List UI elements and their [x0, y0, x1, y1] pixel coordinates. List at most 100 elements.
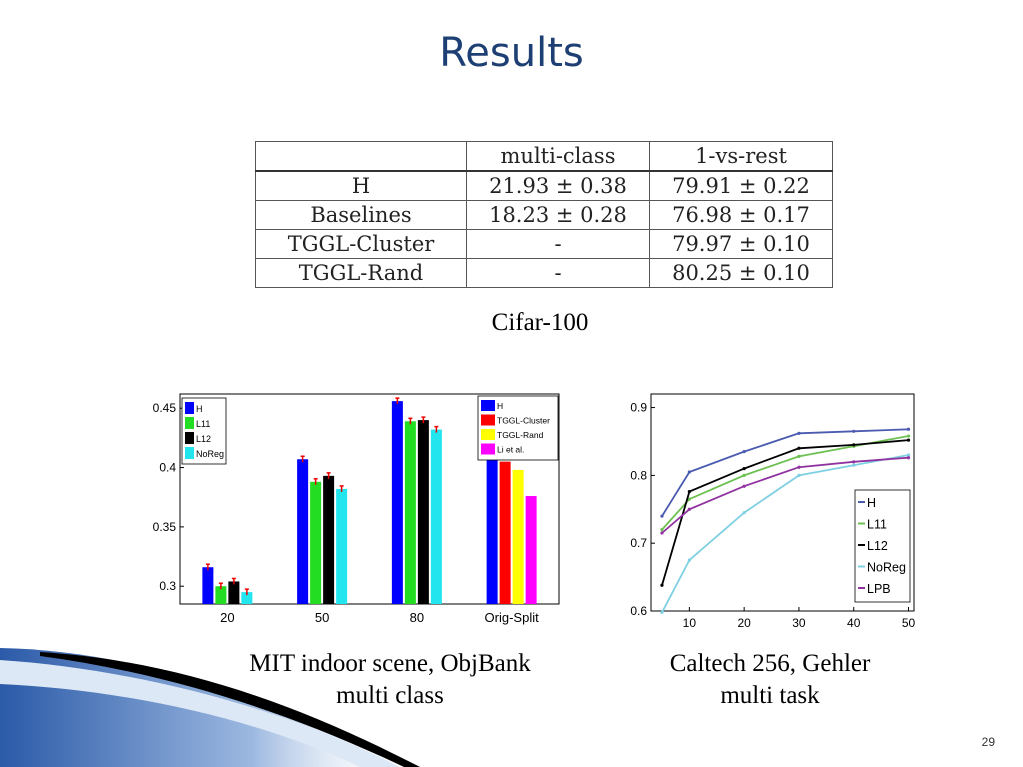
x-tick-label: 20 — [220, 610, 234, 625]
caltech-caption-line: multi task — [720, 682, 820, 709]
series-point — [797, 431, 801, 435]
table-cell: 79.97 ± 0.10 — [649, 229, 833, 259]
table-cell: TGGL-Cluster — [255, 229, 467, 259]
table-header-row: multi-class 1-vs-rest — [255, 141, 833, 172]
bar-l12 — [228, 581, 240, 604]
table-row: TGGL-Cluster - 79.97 ± 0.10 — [255, 229, 833, 259]
legend-swatch — [185, 402, 194, 414]
cifar-results-table: multi-class 1-vs-rest H 21.93 ± 0.38 79.… — [255, 141, 833, 288]
bar-l11 — [310, 481, 322, 604]
table-cell: 76.98 ± 0.17 — [649, 200, 833, 230]
table-cell: 80.25 ± 0.10 — [649, 258, 833, 288]
bar-l11 — [215, 586, 227, 604]
bar-l12 — [417, 420, 429, 604]
table-cell: 79.91 ± 0.22 — [649, 170, 833, 201]
series-point — [742, 450, 746, 454]
table-cell: Baselines — [255, 200, 467, 230]
caltech-caption-line: Caltech 256, Gehler — [669, 650, 871, 677]
series-point — [660, 531, 664, 535]
series-point — [906, 453, 911, 457]
bar-tggl-rand — [512, 469, 524, 604]
legend-swatch — [185, 432, 194, 444]
table-row: H 21.93 ± 0.38 79.91 ± 0.22 — [255, 170, 833, 201]
y-tick-label: 0.45 — [153, 401, 177, 415]
table-row: TGGL-Rand - 80.25 ± 0.10 — [255, 258, 833, 288]
x-tick-label: 10 — [683, 616, 697, 630]
legend: H L11 L12 NoReg LPB — [854, 489, 911, 603]
table-cell: 18.23 ± 0.28 — [466, 200, 650, 230]
bar-tggl-cluster — [499, 461, 511, 604]
series-point — [687, 490, 691, 494]
x-tick-label: Orig-Split — [485, 610, 540, 625]
series-point — [852, 443, 856, 447]
x-tick-label: 50 — [315, 610, 329, 625]
table-cell: 1-vs-rest — [649, 141, 833, 172]
bar-h — [297, 459, 309, 604]
table-cell: multi-class — [466, 141, 650, 172]
legend-swatch — [481, 414, 495, 426]
bar-noreg — [336, 488, 348, 604]
series-point — [742, 511, 746, 515]
series-point — [742, 473, 746, 477]
y-tick-label: 0.9 — [630, 401, 647, 415]
y-tick-label: 0.3 — [159, 579, 176, 593]
series-point — [797, 454, 801, 458]
series-point — [687, 507, 691, 511]
series-point — [660, 528, 664, 532]
series-point — [687, 470, 691, 474]
legend-swatch — [481, 429, 495, 440]
series-point — [660, 610, 664, 614]
legend-swatch — [481, 400, 495, 411]
legend-label: LPB — [867, 582, 891, 596]
series-point — [660, 514, 664, 518]
mit-caption-line: MIT indoor scene, ObjBank — [249, 650, 531, 677]
table-cell — [255, 141, 467, 172]
bar-noreg — [241, 592, 253, 604]
series-point — [687, 497, 691, 501]
x-tick-label: 50 — [902, 616, 916, 630]
series-point — [906, 434, 911, 438]
table-cell: - — [466, 229, 650, 259]
caltech-caption: Caltech 256, Gehler multi task — [620, 648, 920, 712]
series-line-lpb — [661, 456, 909, 534]
series-point — [742, 484, 746, 488]
y-tick-label: 0.8 — [630, 468, 647, 482]
legend-label: H — [867, 496, 876, 510]
series-line-h — [661, 428, 909, 517]
cifar-caption: Cifar-100 — [491, 309, 589, 336]
x-tick-label: 30 — [792, 616, 806, 630]
series-line-l12 — [661, 439, 909, 586]
legend-label: L12 — [196, 434, 211, 444]
series-point — [852, 463, 856, 467]
y-tick-label: 0.4 — [159, 461, 176, 475]
series-point — [797, 473, 801, 477]
bar-li-et-al- — [525, 496, 537, 604]
legend-label: H — [196, 404, 203, 414]
table-row: Baselines 18.23 ± 0.28 76.98 ± 0.17 — [255, 200, 833, 230]
bar-l11 — [404, 421, 416, 604]
series-point — [797, 446, 801, 450]
series-point — [797, 465, 801, 469]
mit-caption-line: multi class — [336, 682, 444, 709]
x-tick-label: 20 — [737, 616, 751, 630]
bar-noreg — [430, 429, 442, 604]
bar-h — [486, 424, 498, 604]
legend-left: H L11 L12 NoReg — [181, 397, 227, 465]
slide-title: Results — [439, 30, 584, 76]
series-point — [906, 456, 911, 460]
series-point — [852, 460, 856, 464]
y-tick-label: 0.35 — [153, 520, 177, 534]
table-cell: - — [466, 258, 650, 288]
series-point — [742, 466, 746, 471]
legend-label: NoReg — [196, 449, 224, 459]
x-tick-label: 80 — [410, 610, 424, 625]
table-cell: TGGL-Rand — [255, 258, 467, 288]
y-tick-label: 0.7 — [630, 536, 647, 550]
series-line-noreg — [661, 454, 909, 613]
page-number: 29 — [981, 735, 995, 749]
series-point — [906, 438, 911, 442]
series-point — [687, 558, 691, 562]
bar-h — [202, 567, 214, 604]
legend-swatch — [481, 443, 495, 455]
legend-label: H — [497, 401, 503, 411]
